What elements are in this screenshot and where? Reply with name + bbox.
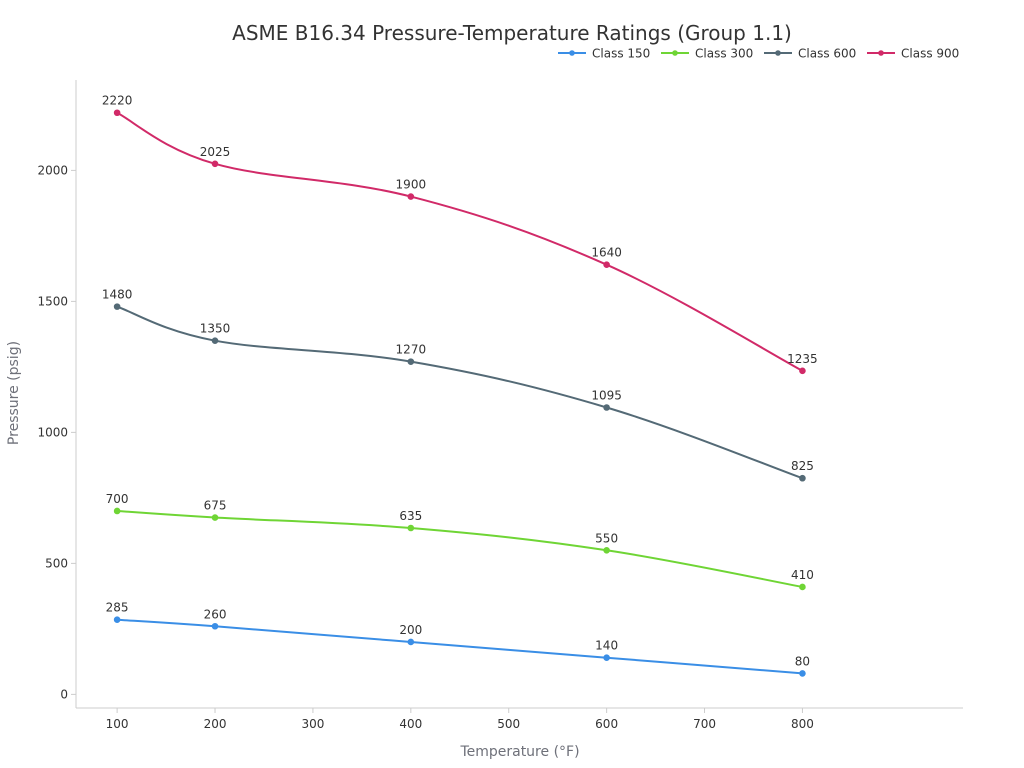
legend-swatch-dot — [775, 50, 781, 56]
x-tick-label: 700 — [693, 717, 716, 731]
data-label: 1350 — [200, 322, 231, 336]
legend-swatch-dot — [672, 50, 678, 56]
data-point[interactable] — [407, 524, 415, 532]
data-point[interactable] — [211, 622, 219, 630]
data-point[interactable] — [113, 507, 121, 515]
x-tick-label: 200 — [204, 717, 227, 731]
data-label: 1095 — [591, 388, 622, 402]
data-label: 140 — [595, 639, 618, 653]
data-point[interactable] — [211, 337, 219, 344]
y-tick-label: 1500 — [37, 294, 68, 308]
x-tick-label: 800 — [791, 717, 814, 731]
data-point[interactable] — [799, 367, 806, 375]
data-label: 410 — [791, 568, 814, 582]
chart-title: ASME B16.34 Pressure-Temperature Ratings… — [232, 21, 792, 45]
legend: Class 150 Class 300 Class 600 Class 900 — [558, 47, 959, 61]
x-tick-label: 400 — [399, 717, 422, 731]
legend-item-class-600[interactable]: Class 600 — [764, 47, 856, 61]
x-tick-label: 600 — [595, 717, 618, 731]
data-point[interactable] — [799, 474, 806, 482]
data-point[interactable] — [211, 514, 219, 521]
data-point[interactable] — [407, 193, 415, 200]
series-data-labels: 285 260 200 140 80 700 675 635 550 410 1480 1350 127… — [102, 94, 818, 669]
y-tick-label: 2000 — [37, 163, 68, 177]
data-label: 80 — [795, 654, 810, 668]
legend-item-class-150[interactable]: Class 150 — [558, 47, 650, 61]
series-points — [113, 109, 806, 677]
legend-item-class-300[interactable]: Class 300 — [661, 47, 753, 61]
series-line-class-300 — [117, 509, 803, 588]
data-label: 1480 — [102, 288, 133, 302]
data-label: 1640 — [591, 246, 622, 260]
legend-label: Class 150 — [592, 47, 650, 61]
series-line-class-150 — [117, 618, 803, 675]
data-label: 550 — [595, 531, 618, 545]
legend-swatch-dot — [878, 50, 884, 56]
x-tick-label: 500 — [497, 717, 520, 731]
data-label: 1235 — [787, 352, 818, 366]
data-label: 700 — [106, 492, 129, 506]
data-label: 1270 — [396, 343, 427, 357]
legend-label: Class 300 — [695, 47, 753, 61]
data-label: 2220 — [102, 94, 133, 108]
data-label: 825 — [791, 459, 814, 473]
data-point[interactable] — [603, 654, 610, 661]
data-point[interactable] — [113, 616, 121, 624]
legend-item-class-900[interactable]: Class 900 — [867, 47, 959, 61]
data-label: 2025 — [200, 145, 231, 159]
data-label: 200 — [399, 623, 422, 637]
legend-swatch-dot — [569, 50, 575, 56]
x-tick-label: 300 — [301, 717, 324, 731]
data-point[interactable] — [113, 109, 121, 117]
series-lines — [116, 111, 803, 675]
series-line-class-600 — [116, 305, 803, 480]
y-tick-label: 500 — [45, 556, 68, 570]
y-axis-label: Pressure (psig) — [6, 341, 22, 445]
data-point[interactable] — [603, 261, 610, 269]
data-point[interactable] — [603, 404, 610, 411]
data-label: 675 — [204, 499, 227, 513]
x-axis-label: Temperature (°F) — [459, 744, 579, 760]
data-label: 1900 — [396, 178, 427, 192]
data-point[interactable] — [113, 303, 121, 310]
y-tick-label: 0 — [60, 687, 68, 701]
data-point[interactable] — [211, 160, 219, 168]
x-axis-ticks: 100 200 300 400 500 600 700 800 — [106, 708, 814, 731]
y-tick-label: 1000 — [37, 425, 68, 439]
data-point[interactable] — [603, 546, 610, 554]
x-tick-label: 100 — [106, 717, 129, 731]
series-line-class-900 — [116, 111, 803, 372]
legend-label: Class 600 — [798, 47, 856, 61]
y-axis-ticks: 0 500 1000 1500 2000 — [37, 163, 76, 701]
legend-label: Class 900 — [901, 47, 959, 61]
data-label: 260 — [204, 607, 227, 621]
data-label: 635 — [399, 509, 422, 523]
data-point[interactable] — [407, 358, 415, 365]
data-point[interactable] — [407, 638, 415, 646]
data-point[interactable] — [799, 583, 806, 591]
data-point[interactable] — [799, 670, 806, 677]
data-label: 285 — [106, 601, 129, 615]
